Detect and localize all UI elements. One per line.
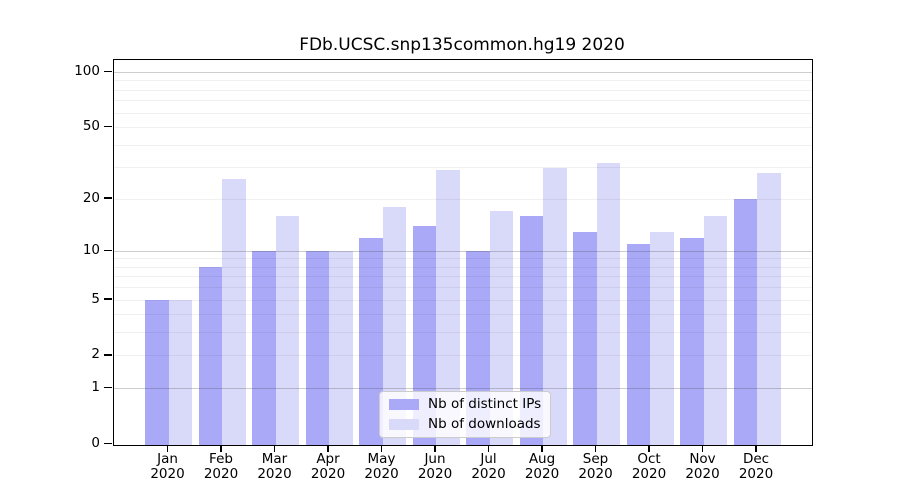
y-tick [104, 298, 112, 300]
bar-downloads-jan [168, 300, 192, 445]
gridline-minor [114, 198, 812, 200]
y-tick-label: 20 [82, 189, 100, 206]
legend-label-distinct-ips: Nb of distinct IPs [428, 396, 542, 412]
x-tick-label: Jun 2020 [417, 450, 453, 482]
bar-downloads-jun [436, 170, 460, 445]
bar-distinct-ips-feb [198, 267, 222, 445]
bar-downloads-may [382, 207, 406, 445]
gridline-minor [114, 355, 812, 357]
x-tick-label: Nov 2020 [685, 450, 720, 482]
bar-distinct-ips-nov [680, 237, 704, 445]
x-tick [273, 444, 276, 452]
x-tick [541, 444, 543, 452]
y-tick-label: 2 [91, 346, 100, 363]
legend-item-downloads: Nb of downloads [389, 416, 541, 433]
bar-downloads-feb [222, 178, 246, 445]
legend: Nb of distinct IPs Nb of downloads [379, 391, 552, 438]
bar-distinct-ips-sep [573, 231, 597, 445]
legend-item-distinct-ips: Nb of distinct IPs [389, 396, 541, 413]
y-tick-label: 0 [91, 435, 100, 451]
y-tick [104, 70, 112, 73]
x-tick [648, 444, 650, 452]
gridline-minor [114, 144, 812, 146]
legend-label-downloads: Nb of downloads [428, 416, 541, 432]
gridline-minor [114, 112, 812, 114]
gridline-minor [114, 80, 812, 82]
gridline-minor [114, 89, 812, 91]
bar-distinct-ips-oct [626, 244, 650, 445]
y-tick [104, 386, 112, 389]
y-tick-label: 1 [91, 379, 100, 396]
x-tick-label: Mar 2020 [257, 450, 292, 482]
bar-distinct-ips-apr [305, 251, 329, 445]
bar-downloads-apr [329, 251, 353, 445]
bar-distinct-ips-aug [519, 216, 543, 445]
y-tick [104, 197, 112, 199]
x-tick-label: Oct 2020 [631, 450, 667, 482]
y-tick-label: 10 [82, 241, 100, 258]
x-tick [594, 444, 597, 452]
gridline-minor [114, 167, 812, 169]
gridline-minor [114, 258, 812, 260]
bar-distinct-ips-dec [733, 199, 757, 445]
legend-swatch-downloads-icon [389, 419, 419, 430]
y-tick [104, 125, 112, 128]
x-tick-label: Jul 2020 [471, 450, 506, 482]
gridline-minor [114, 276, 812, 278]
bar-downloads-jul [489, 211, 513, 445]
x-tick [327, 444, 329, 452]
bar-downloads-aug [543, 167, 567, 445]
bar-distinct-ips-may [359, 237, 383, 445]
x-tick-label: Jan 2020 [150, 450, 185, 482]
chart-title: FDb.UCSC.snp135common.hg19 2020 [299, 35, 625, 55]
x-tick-label: Sep 2020 [578, 450, 613, 482]
x-tick-label: Dec 2020 [738, 450, 774, 482]
gridline-major [114, 250, 812, 252]
x-tick [487, 444, 490, 452]
gridline-major [114, 388, 812, 390]
bar-downloads-sep [596, 162, 620, 445]
x-tick [166, 444, 169, 452]
legend-swatch-distinct-ips-icon [389, 399, 419, 410]
bar-distinct-ips-jan [145, 300, 169, 445]
x-tick-label: Aug 2020 [524, 450, 560, 482]
y-tick-label: 50 [82, 117, 100, 134]
gridline-minor [114, 287, 812, 289]
x-tick [701, 444, 704, 452]
bar-distinct-ips-mar [252, 251, 276, 445]
y-tick [104, 354, 112, 356]
bar-downloads-mar [275, 216, 299, 445]
bar-distinct-ips-jun [412, 226, 436, 445]
x-tick [755, 444, 757, 452]
gridline-minor [114, 299, 812, 301]
x-tick [220, 444, 222, 452]
gridline-minor [114, 126, 812, 128]
gridline-minor [114, 100, 812, 102]
y-tick-label: 100 [74, 62, 100, 79]
x-tick-label: Feb 2020 [203, 450, 239, 482]
bar-downloads-oct [650, 231, 674, 445]
x-tick-label: Apr 2020 [310, 450, 346, 482]
gridline-minor [114, 332, 812, 334]
x-tick [434, 444, 436, 452]
bar-downloads-dec [757, 173, 781, 445]
gridline-minor [114, 266, 812, 268]
gridline-major [114, 71, 812, 73]
x-tick-label: May 2020 [364, 450, 399, 482]
gridline-minor [114, 314, 812, 316]
plot-area: Nb of distinct IPs Nb of downloads [113, 59, 813, 446]
y-tick [104, 249, 112, 251]
bar-downloads-nov [703, 216, 727, 445]
y-tick-label: 5 [91, 290, 100, 307]
x-tick [380, 444, 383, 452]
y-tick [104, 442, 112, 445]
